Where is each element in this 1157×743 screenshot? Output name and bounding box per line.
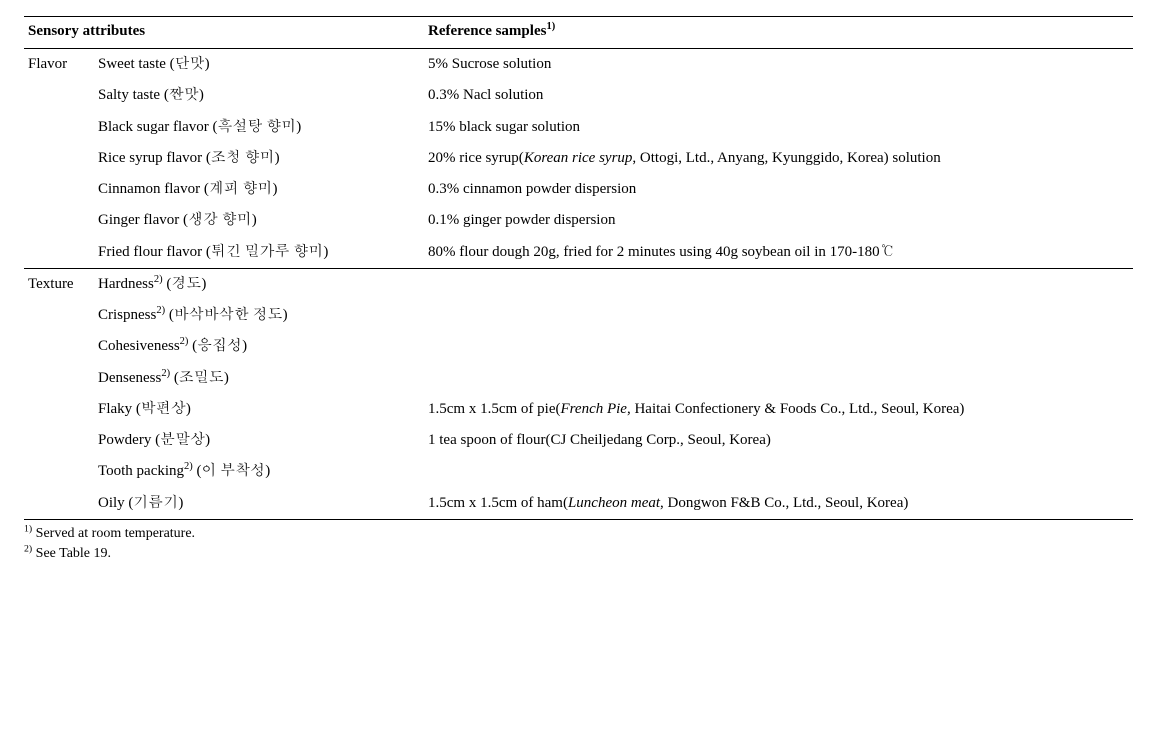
attr-cell: Tooth packing2) (이 부착성): [94, 456, 424, 487]
ref-pre: 1.5cm x 1.5cm of pie(: [428, 401, 560, 417]
table-row: Tooth packing2) (이 부착성): [24, 456, 1133, 487]
ref-italic: French Pie: [560, 401, 627, 417]
table-row: Cohesiveness2) (응집성): [24, 331, 1133, 362]
attr-cell: Crispness2) (바삭바삭한 정도): [94, 300, 424, 331]
footnote-1: 1) Served at room temperature.: [24, 526, 1133, 542]
ref-cell: 1.5cm x 1.5cm of ham(Luncheon meat, Dong…: [424, 488, 1133, 520]
table-row: Cinnamon flavor (계피 향미) 0.3% cinnamon po…: [24, 174, 1133, 205]
attr-post: (응집성): [188, 338, 247, 354]
footnote-2-text: See Table 19.: [32, 546, 111, 561]
footnote-2: 2) See Table 19.: [24, 546, 1133, 562]
header-reference-samples: Reference samples1): [424, 17, 1133, 49]
ref-cell: 0.3% cinnamon powder dispersion: [424, 174, 1133, 205]
table-row: Flaky (박편상) 1.5cm x 1.5cm of pie(French …: [24, 394, 1133, 425]
ref-italic: Luncheon meat: [568, 495, 660, 511]
ref-pre: 1.5cm x 1.5cm of ham(: [428, 495, 568, 511]
ref-cell: [424, 363, 1133, 394]
sensory-attributes-table: Sensory attributes Reference samples1) F…: [24, 16, 1133, 520]
table-row: Salty taste (짠맛) 0.3% Nacl solution: [24, 80, 1133, 111]
attr-pre: Denseness: [98, 370, 161, 386]
table-header-row: Sensory attributes Reference samples1): [24, 17, 1133, 49]
table-row: Oily (기름기) 1.5cm x 1.5cm of ham(Luncheon…: [24, 488, 1133, 520]
attr-cell: Salty taste (짠맛): [94, 80, 424, 111]
header-reference-label: Reference samples: [428, 23, 546, 39]
table-row: Ginger flavor (생강 향미) 0.1% ginger powder…: [24, 205, 1133, 236]
header-sensory-attributes: Sensory attributes: [24, 17, 424, 49]
category-texture: Texture: [24, 268, 94, 300]
ref-post: , Ottogi, Ltd., Anyang, Kyunggido, Korea…: [632, 150, 940, 166]
attr-post: (조밀도): [170, 370, 229, 386]
ref-cell: 5% Sucrose solution: [424, 49, 1133, 81]
attr-pre: Crispness: [98, 307, 156, 323]
ref-cell: 20% rice syrup(Korean rice syrup, Ottogi…: [424, 143, 1133, 174]
header-reference-sup: 1): [546, 21, 555, 32]
table-row: Powdery (분말상) 1 tea spoon of flour(CJ Ch…: [24, 425, 1133, 456]
table-row: Denseness2) (조밀도): [24, 363, 1133, 394]
attr-cell: Cinnamon flavor (계피 향미): [94, 174, 424, 205]
footnote-1-sup: 1): [24, 523, 32, 534]
attr-post: (경도): [163, 276, 207, 292]
attr-cell: Denseness2) (조밀도): [94, 363, 424, 394]
category-flavor: Flavor: [24, 49, 94, 81]
attr-pre: Tooth packing: [98, 463, 184, 479]
attr-sup: 2): [156, 305, 165, 316]
table-row: Texture Hardness2) (경도): [24, 268, 1133, 300]
ref-cell: 15% black sugar solution: [424, 112, 1133, 143]
attr-cell: Sweet taste (단맛): [94, 49, 424, 81]
ref-cell: 0.3% Nacl solution: [424, 80, 1133, 111]
attr-pre: Hardness: [98, 276, 154, 292]
table-row: Flavor Sweet taste (단맛) 5% Sucrose solut…: [24, 49, 1133, 81]
footnotes: 1) Served at room temperature. 2) See Ta…: [24, 526, 1133, 562]
table-row: Fried flour flavor (튀긴 밀가루 향미) 80% flour…: [24, 237, 1133, 269]
attr-cell: Hardness2) (경도): [94, 268, 424, 300]
attr-cell: Cohesiveness2) (응집성): [94, 331, 424, 362]
ref-cell: [424, 331, 1133, 362]
ref-cell: [424, 456, 1133, 487]
attr-cell: Ginger flavor (생강 향미): [94, 205, 424, 236]
attr-post: (이 부착성): [193, 463, 271, 479]
attr-sup: 2): [154, 274, 163, 285]
table-row: Black sugar flavor (흑설탕 향미) 15% black su…: [24, 112, 1133, 143]
ref-cell: 80% flour dough 20g, fried for 2 minutes…: [424, 237, 1133, 269]
footnote-2-sup: 2): [24, 543, 32, 554]
ref-cell: [424, 300, 1133, 331]
ref-cell: 0.1% ginger powder dispersion: [424, 205, 1133, 236]
ref-post: , Dongwon F&B Co., Ltd., Seoul, Korea): [660, 495, 908, 511]
table-row: Crispness2) (바삭바삭한 정도): [24, 300, 1133, 331]
attr-pre: Cohesiveness: [98, 338, 180, 354]
ref-italic: Korean rice syrup: [524, 150, 633, 166]
attr-sup: 2): [184, 461, 193, 472]
ref-pre: 20% rice syrup(: [428, 150, 524, 166]
table-row: Rice syrup flavor (조청 향미) 20% rice syrup…: [24, 143, 1133, 174]
attr-post: (바삭바삭한 정도): [165, 307, 288, 323]
ref-cell: 1.5cm x 1.5cm of pie(French Pie, Haitai …: [424, 394, 1133, 425]
attr-cell: Powdery (분말상): [94, 425, 424, 456]
attr-cell: Oily (기름기): [94, 488, 424, 520]
attr-sup: 2): [161, 368, 170, 379]
ref-cell: [424, 268, 1133, 300]
attr-cell: Black sugar flavor (흑설탕 향미): [94, 112, 424, 143]
ref-cell: 1 tea spoon of flour(CJ Cheiljedang Corp…: [424, 425, 1133, 456]
attr-cell: Flaky (박편상): [94, 394, 424, 425]
ref-post: , Haitai Confectionery & Foods Co., Ltd.…: [627, 401, 964, 417]
footnote-1-text: Served at room temperature.: [32, 526, 195, 541]
attr-cell: Fried flour flavor (튀긴 밀가루 향미): [94, 237, 424, 269]
attr-cell: Rice syrup flavor (조청 향미): [94, 143, 424, 174]
